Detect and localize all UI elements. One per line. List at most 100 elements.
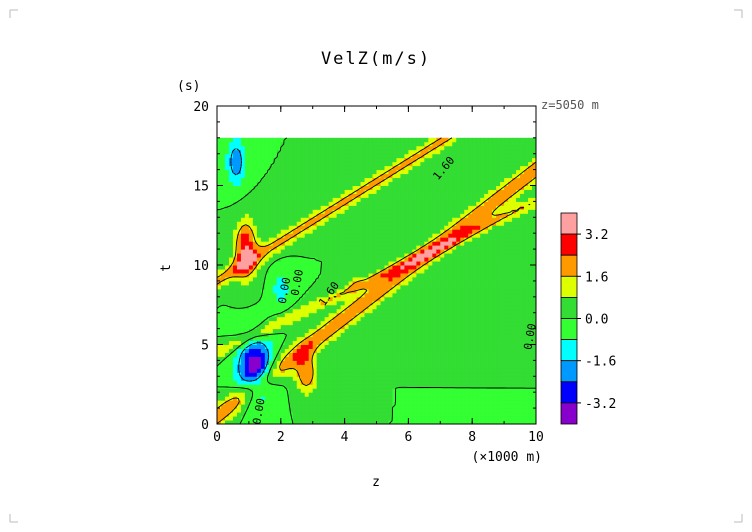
field-cell	[400, 316, 405, 322]
field-cell	[396, 233, 401, 238]
field-cell	[372, 193, 377, 198]
field-cell	[424, 237, 429, 242]
field-cell	[240, 153, 246, 159]
field-cell	[424, 320, 429, 326]
field-cell	[372, 217, 377, 222]
field-cell	[376, 177, 381, 183]
field-cell	[324, 177, 330, 183]
field-cell	[252, 221, 258, 226]
field-cell	[340, 320, 346, 326]
field-cell	[348, 332, 354, 338]
field-cell	[272, 420, 278, 425]
field-cell	[372, 376, 377, 381]
field-cell	[468, 416, 473, 421]
field-cell	[468, 420, 473, 425]
field-cell	[316, 209, 322, 214]
field-cell	[460, 364, 465, 369]
field-cell	[464, 288, 469, 294]
field-cell	[372, 237, 377, 242]
field-cell	[440, 229, 445, 234]
field-cell	[468, 181, 473, 186]
field-cell	[248, 249, 254, 254]
field-cell	[296, 308, 302, 314]
field-cell	[356, 408, 362, 413]
field-cell	[268, 376, 274, 381]
field-cell	[256, 268, 262, 274]
field-cell	[232, 173, 238, 179]
field-cell	[336, 141, 342, 147]
field-cell	[340, 336, 346, 342]
field-cell	[292, 225, 298, 230]
field-cell	[412, 308, 417, 314]
field-cell	[476, 193, 481, 198]
field-cell	[368, 340, 374, 345]
field-cell	[224, 404, 230, 409]
field-cell	[264, 197, 270, 202]
field-cell	[316, 352, 322, 357]
field-cell	[296, 360, 302, 365]
field-cell	[392, 209, 397, 214]
field-cell	[308, 272, 314, 278]
field-cell	[452, 265, 457, 270]
field-cell	[432, 300, 437, 306]
field-cell	[392, 356, 397, 361]
field-cell	[332, 205, 338, 210]
field-cell	[416, 157, 421, 163]
field-cell	[476, 265, 481, 270]
field-cell	[328, 161, 334, 167]
field-cell	[404, 412, 409, 417]
field-cell	[316, 201, 322, 206]
field-cell	[476, 217, 481, 222]
field-cell	[228, 261, 234, 266]
field-cell	[268, 300, 274, 306]
field-cell	[240, 209, 246, 214]
field-cell	[352, 364, 358, 369]
field-cell	[488, 272, 493, 278]
field-cell	[320, 396, 326, 401]
field-cell	[252, 372, 258, 377]
field-cell	[320, 268, 326, 274]
field-cell	[428, 149, 433, 155]
field-cell	[288, 388, 294, 393]
field-cell	[336, 268, 342, 274]
field-cell	[380, 316, 385, 322]
field-cell	[217, 392, 222, 397]
field-cell	[476, 320, 481, 326]
field-cell	[312, 189, 318, 194]
field-cell	[232, 308, 238, 314]
field-cell	[224, 400, 230, 405]
field-cell	[300, 392, 306, 397]
field-cell	[348, 189, 354, 194]
field-cell	[236, 312, 242, 318]
field-cell	[228, 221, 234, 226]
field-cell	[428, 336, 433, 342]
field-cell	[364, 137, 370, 143]
field-cell	[376, 165, 381, 171]
field-cell	[396, 296, 401, 302]
field-cell	[276, 145, 282, 151]
field-cell	[484, 412, 489, 417]
field-cell	[372, 404, 377, 409]
field-cell	[220, 149, 226, 155]
field-cell	[356, 344, 362, 349]
field-cell	[460, 261, 465, 266]
field-cell	[256, 161, 262, 167]
field-cell	[444, 197, 449, 202]
field-cell	[432, 344, 437, 349]
field-cell	[452, 328, 457, 334]
field-cell	[396, 209, 401, 214]
field-cell	[416, 300, 421, 306]
field-cell	[312, 312, 318, 318]
field-cell	[217, 265, 222, 270]
field-cell	[236, 205, 242, 210]
field-cell	[280, 249, 286, 254]
field-cell	[412, 296, 417, 302]
field-cell	[320, 336, 326, 342]
field-cell	[380, 205, 385, 210]
field-cell	[304, 356, 310, 361]
field-cell	[444, 137, 449, 143]
field-cell	[312, 217, 318, 222]
field-cell	[364, 284, 370, 290]
field-cell	[392, 268, 397, 274]
field-cell	[252, 352, 258, 357]
